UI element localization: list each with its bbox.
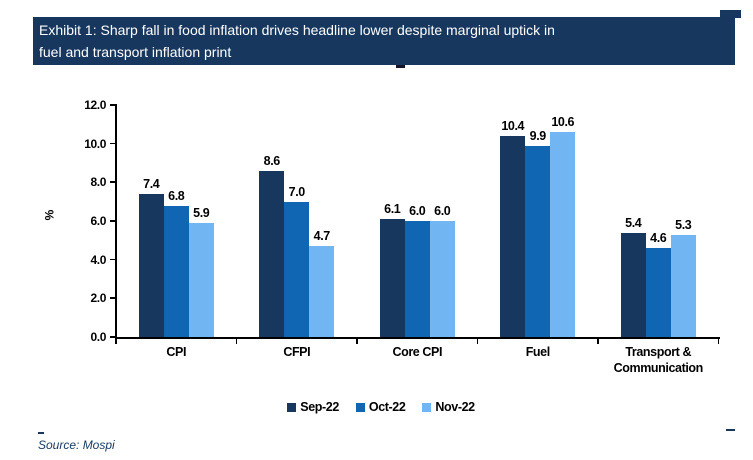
legend-item-Nov-22: Nov-22 — [422, 400, 475, 414]
page-edge-mark-bottom-right — [726, 429, 735, 431]
chart-legend: Sep-22 Oct-22 Nov-22 — [231, 398, 531, 416]
bar-value-label: 9.9 — [529, 128, 547, 143]
bar-value-label: 6.0 — [434, 204, 451, 218]
legend-label: Sep-22 — [300, 400, 339, 414]
bar-Nov-22-CPI — [188, 222, 214, 337]
bar-value-label: 8.6 — [263, 153, 281, 168]
bar-value-label: 10.6 — [551, 115, 575, 130]
bar-Oct-22-CFPI — [284, 201, 310, 337]
y-axis-tick-label: 12.0 — [84, 98, 106, 112]
category-label-Core CPI: Core CPI — [392, 345, 443, 359]
bar-Oct-22-Fuel — [525, 145, 551, 337]
x-axis-line — [115, 337, 720, 339]
source-note: Source: Mospi — [38, 438, 115, 452]
bar-Sep-22-CPI — [138, 193, 164, 337]
exhibit-title-bar: Exhibit 1: Sharp fall in food inflation … — [33, 17, 735, 65]
bar-Nov-22-Fuel — [550, 132, 576, 337]
bar-Sep-22-Transport & Communication — [620, 232, 646, 337]
y-axis-tick — [110, 181, 116, 183]
bar-Sep-22-CFPI — [259, 170, 285, 337]
x-axis-tick — [717, 337, 719, 344]
bar-value-label: 6.8 — [168, 188, 185, 203]
category-label-Fuel: Fuel — [525, 345, 551, 359]
legend-swatch — [355, 402, 365, 412]
x-axis-tick — [597, 337, 599, 344]
y-axis-tick-label: 8.0 — [90, 175, 107, 190]
bar-Nov-22-Transport & Communication — [670, 234, 696, 337]
bar-value-label: 10.4 — [501, 118, 525, 133]
page-edge-mark-under-title — [396, 65, 405, 68]
y-axis-tick — [110, 297, 116, 299]
category-label-CPI: CPI — [166, 345, 187, 359]
legend-item-Oct-22: Oct-22 — [355, 400, 406, 414]
y-axis-line — [115, 104, 117, 339]
category-label-CFPI: CFPI — [283, 345, 311, 359]
category-label-Transport & Communication: Transport & Communication — [613, 345, 704, 375]
y-axis-tick-label: 0.0 — [90, 330, 107, 344]
y-axis-tick — [110, 336, 116, 338]
exhibit-title-line-1: Exhibit 1: Sharp fall in food inflation … — [39, 22, 555, 38]
bar-value-label: 4.7 — [313, 229, 331, 244]
y-axis-tick-label: 6.0 — [90, 214, 107, 228]
bar-Sep-22-Core CPI — [379, 219, 405, 337]
bar-Oct-22-Core CPI — [404, 221, 430, 337]
bar-value-label: 5.3 — [675, 217, 692, 232]
bar-value-label: 7.0 — [288, 184, 306, 199]
bar-value-label: 4.6 — [650, 231, 667, 246]
x-axis-tick — [115, 337, 117, 344]
legend-label: Nov-22 — [435, 400, 475, 414]
y-axis-tick — [110, 258, 116, 261]
legend-swatch — [287, 402, 297, 412]
y-axis-tick — [110, 220, 116, 222]
y-axis-tick — [110, 104, 116, 106]
y-axis-title: % — [42, 209, 57, 221]
y-axis-tick-label: 4.0 — [90, 252, 107, 267]
bar-value-label: 5.4 — [625, 215, 642, 230]
x-axis-tick — [356, 337, 358, 344]
y-axis-tick — [110, 142, 116, 145]
y-axis-tick-label: 10.0 — [84, 136, 106, 151]
y-axis-tick-label: 2.0 — [90, 291, 107, 306]
legend-label: Oct-22 — [368, 400, 406, 414]
bar-Oct-22-Transport & Communication — [645, 248, 671, 337]
bar-Sep-22-Fuel — [500, 135, 526, 337]
bar-value-label: 7.4 — [143, 176, 160, 191]
x-axis-tick — [235, 337, 237, 344]
legend-swatch — [422, 402, 432, 412]
bar-Nov-22-CFPI — [309, 246, 335, 337]
legend-item-Sep-22: Sep-22 — [287, 400, 339, 414]
bar-value-label: 6.0 — [409, 204, 426, 218]
page-edge-mark-top-right — [720, 10, 741, 18]
x-axis-tick — [476, 337, 478, 344]
exhibit-title-line-2: fuel and transport inflation print — [39, 44, 232, 60]
bar-Oct-22-CPI — [163, 205, 189, 337]
bar-value-label: 6.1 — [384, 202, 401, 217]
bar-Nov-22-Core CPI — [429, 221, 455, 337]
bar-value-label: 5.9 — [193, 205, 210, 220]
page-edge-mark-above-source — [38, 432, 44, 434]
